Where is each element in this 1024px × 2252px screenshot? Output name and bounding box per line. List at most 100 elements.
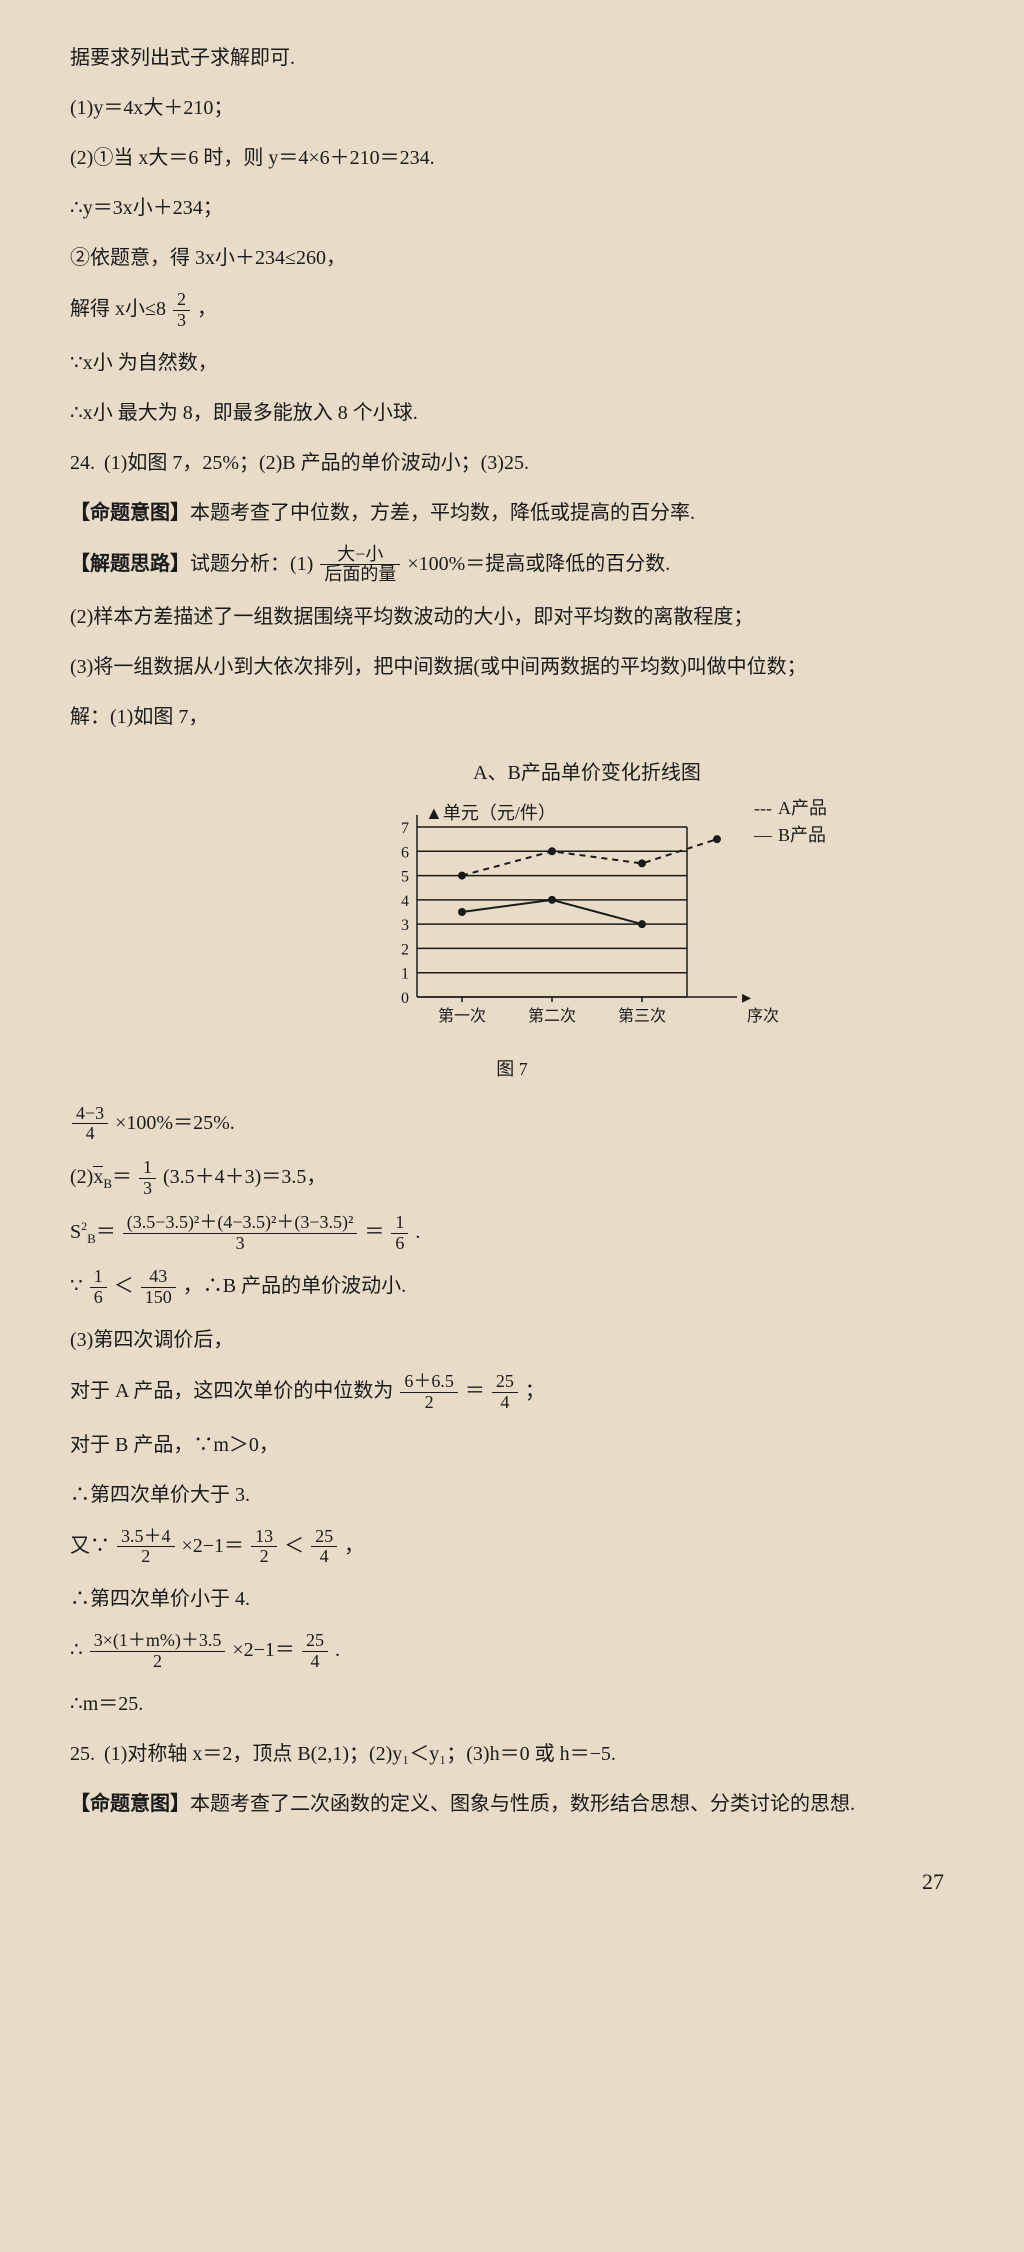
fraction: 1 6 xyxy=(90,1267,107,1308)
fraction-denominator: 3 xyxy=(123,1234,358,1254)
fraction-denominator: 4 xyxy=(302,1652,328,1672)
calc-line: 4−3 4 ×100%＝25%. xyxy=(70,1104,954,1145)
solution-text: ∴第四次单价大于 3. xyxy=(70,1477,954,1513)
legend-dash-icon: --- xyxy=(754,795,772,822)
fraction: (3.5−3.5)²＋(4−3.5)²＋(3−3.5)² 3 xyxy=(123,1213,358,1254)
fraction: 大−小 后面的量 xyxy=(320,545,400,586)
fraction-numerator: 6＋6.5 xyxy=(400,1372,458,1393)
text-fragment: (1)对称轴 x＝2，顶点 B(2,1)；(2)y₁＜y₁；(3)h＝0 或 h… xyxy=(104,1743,616,1765)
solution-text: (2)样本方差描述了一组数据围绕平均数波动的大小，即对平均数的离散程度； xyxy=(70,599,954,635)
fraction: 43 150 xyxy=(141,1267,176,1308)
legend-line-icon: — xyxy=(754,822,772,849)
text-fragment: (2) xyxy=(70,1166,93,1188)
question-number: 25. xyxy=(70,1736,95,1772)
fraction-numerator: 3.5＋4 xyxy=(117,1527,175,1548)
fraction-numerator: 43 xyxy=(141,1267,176,1288)
svg-text:5: 5 xyxy=(401,869,409,886)
legend-item-b: — B产品 xyxy=(754,822,827,849)
fraction-numerator: 25 xyxy=(492,1372,518,1393)
fraction-denominator: 后面的量 xyxy=(320,565,400,585)
solution-text: ∴y＝3x小＋234； xyxy=(70,190,954,226)
text-fragment: ∴ xyxy=(70,1639,83,1661)
fraction: 25 4 xyxy=(302,1631,328,1672)
text-fragment: ， xyxy=(344,1534,364,1556)
text-fragment: ∵ xyxy=(70,1275,83,1297)
svg-text:2: 2 xyxy=(401,942,409,959)
fraction-denominator: 6 xyxy=(391,1234,408,1254)
fraction-denominator: 150 xyxy=(141,1288,176,1308)
fraction: 4−3 4 xyxy=(72,1104,108,1145)
page-number: 27 xyxy=(70,1862,954,1902)
fraction-denominator: 2 xyxy=(400,1393,458,1413)
fraction-numerator: 大−小 xyxy=(320,545,400,566)
text-fragment: ＜ xyxy=(114,1275,134,1297)
solution-text: 据要求列出式子求解即可. xyxy=(70,40,954,76)
text-fragment: 又∵ xyxy=(70,1534,110,1556)
svg-text:序次: 序次 xyxy=(747,1007,779,1025)
fraction-denominator: 2 xyxy=(117,1547,175,1567)
fraction: 3×(1＋m%)＋3.5 2 xyxy=(90,1631,226,1672)
text-fragment: ， xyxy=(197,298,217,320)
fraction-denominator: 3 xyxy=(139,1179,156,1199)
calc-line: ∵ 1 6 ＜ 43 150 ，∴B 产品的单价波动小. xyxy=(70,1267,954,1308)
fraction-numerator: (3.5−3.5)²＋(4−3.5)²＋(3−3.5)² xyxy=(123,1213,358,1234)
solution-text: ②依题意，得 3x小＋234≤260， xyxy=(70,240,954,276)
solution-text: (1)y＝4x大＋210； xyxy=(70,90,954,126)
chart-legend: --- A产品 — B产品 xyxy=(754,795,827,849)
line-chart: ▲单元（元/件）01234567▸第一次第二次第三次序次 xyxy=(367,797,807,1037)
fraction-numerator: 1 xyxy=(139,1158,156,1179)
fraction: 13 2 xyxy=(251,1527,277,1568)
intent-section: 【命题意图】本题考查了中位数，方差，平均数，降低或提高的百分率. xyxy=(70,495,954,531)
text-fragment: 试题分析：(1) xyxy=(190,552,313,574)
fraction-denominator: 4 xyxy=(492,1393,518,1413)
svg-text:1: 1 xyxy=(401,966,409,983)
solution-text: 对于 B 产品，∵m＞0， xyxy=(70,1427,954,1463)
fraction: 25 4 xyxy=(492,1372,518,1413)
path-section: 【解题思路】试题分析：(1) 大−小 后面的量 ×100%＝提高或降低的百分数. xyxy=(70,545,954,586)
legend-label: B产品 xyxy=(778,822,826,849)
question-24-answer: 24. (1)如图 7，25%；(2)B 产品的单价波动小；(3)25. xyxy=(70,445,954,481)
chart-container: A、B产品单价变化折线图 ▲单元（元/件）01234567▸第一次第二次第三次序… xyxy=(70,755,954,1037)
text-fragment: . xyxy=(335,1639,340,1661)
fraction-denominator: 3 xyxy=(173,311,190,331)
fraction-numerator: 4−3 xyxy=(72,1104,108,1125)
figure-caption: 图 7 xyxy=(70,1053,954,1085)
fraction-denominator: 2 xyxy=(90,1652,226,1672)
fraction: 3.5＋4 2 xyxy=(117,1527,175,1568)
svg-text:4: 4 xyxy=(401,893,409,910)
fraction: 1 6 xyxy=(391,1213,408,1254)
text-fragment: ×100%＝提高或降低的百分数. xyxy=(407,552,670,574)
text-fragment: ＝ xyxy=(364,1221,384,1243)
fraction-numerator: 1 xyxy=(391,1213,408,1234)
fraction: 2 3 xyxy=(173,290,190,331)
text-fragment: x xyxy=(93,1166,103,1188)
calc-line: ∴ 3×(1＋m%)＋3.5 2 ×2−1＝ 25 4 . xyxy=(70,1631,954,1672)
path-label: 【解题思路】 xyxy=(70,552,190,574)
fraction-numerator: 3×(1＋m%)＋3.5 xyxy=(90,1631,226,1652)
text-fragment: S xyxy=(70,1221,81,1243)
subscript: B xyxy=(103,1176,112,1191)
solution-text: ∴m＝25. xyxy=(70,1686,954,1722)
fraction-denominator: 4 xyxy=(311,1547,337,1567)
text-fragment: ＜ xyxy=(284,1534,304,1556)
text-fragment: ，∴B 产品的单价波动小. xyxy=(183,1275,406,1297)
x-bar: x xyxy=(93,1166,103,1187)
solution-text: 解得 x小≤8 2 3 ， xyxy=(70,290,954,331)
text-fragment: ＝ xyxy=(465,1380,485,1402)
fraction: 25 4 xyxy=(311,1527,337,1568)
fraction-numerator: 13 xyxy=(251,1527,277,1548)
text-fragment: . xyxy=(415,1221,420,1243)
text-fragment: 本题考查了中位数，方差，平均数，降低或提高的百分率. xyxy=(190,502,695,524)
text-fragment: (1)如图 7，25%；(2)B 产品的单价波动小；(3)25. xyxy=(104,452,529,474)
calc-line: S2B＝ (3.5−3.5)²＋(4−3.5)²＋(3−3.5)² 3 ＝ 1 … xyxy=(70,1213,954,1254)
legend-label: A产品 xyxy=(778,795,827,822)
text-fragment: ＝ xyxy=(112,1166,132,1188)
question-25-answer: 25. (1)对称轴 x＝2，顶点 B(2,1)；(2)y₁＜y₁；(3)h＝0… xyxy=(70,1736,954,1772)
solution-text: ∴第四次单价小于 4. xyxy=(70,1581,954,1617)
fraction-denominator: 4 xyxy=(72,1124,108,1144)
text-fragment: (3.5＋4＋3)＝3.5， xyxy=(163,1166,326,1188)
svg-text:0: 0 xyxy=(401,990,409,1007)
solution-text: (2)①当 x大＝6 时，则 y＝4×6＋210＝234. xyxy=(70,140,954,176)
fraction-denominator: 6 xyxy=(90,1288,107,1308)
svg-text:▲单元（元/件）: ▲单元（元/件） xyxy=(425,803,556,823)
